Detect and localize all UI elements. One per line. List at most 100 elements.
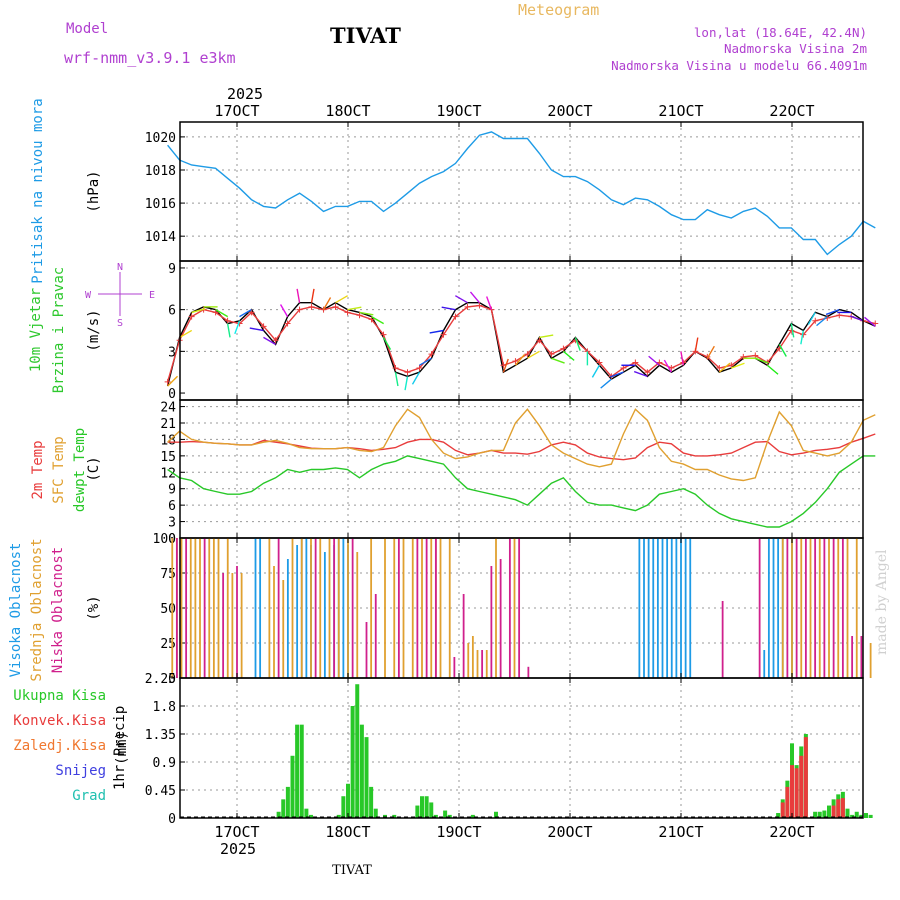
gust-marker-16 (356, 312, 363, 319)
precip-bar-0-16 (373, 808, 378, 818)
ytick-label-clouds-1: 25 (160, 637, 176, 652)
unit-label-temperature: (C) (86, 456, 102, 481)
precip-bar-0-14 (364, 737, 369, 818)
precip-legend-3: Snijeg (55, 763, 106, 779)
wind-arrow-25 (454, 295, 468, 304)
compass-1: S (117, 318, 123, 329)
precip-bar-0-5 (299, 724, 304, 818)
precip-bar-1-6 (831, 805, 836, 818)
series-temperature-2 (167, 455, 876, 528)
wind-arrow-38 (609, 371, 624, 378)
gust-marker-13 (320, 306, 327, 313)
wind-arrow-26 (469, 291, 480, 304)
wind-arrow-1 (179, 329, 193, 339)
panel-temperature: 03691215182124(C) (86, 399, 876, 547)
precip-bar-0-8 (336, 814, 341, 818)
day-label-bottom-0: 17OCT (214, 823, 259, 841)
ytick-label-pressure-2: 1018 (145, 164, 176, 179)
precip-bar-0-24 (443, 810, 448, 818)
wind-arrow-22 (419, 357, 432, 366)
elev-label-1: Nadmorska Visina 2m (724, 41, 867, 56)
panel-clouds: 0 25 50 75 100 (%) (86, 532, 872, 687)
day-label-top-3: 20OCT (547, 102, 592, 120)
gust-marker-24 (452, 313, 459, 320)
wind-arrow-34 (574, 337, 581, 351)
panel-frame-temperature (179, 399, 864, 539)
wind-arrow-40 (633, 370, 648, 378)
precip-bar-0-11 (350, 706, 355, 818)
wind-arrow-8 (249, 327, 264, 332)
gust-marker-2 (188, 313, 195, 320)
product-title: Meteogram (518, 1, 599, 19)
unit-label-precip: (mm) (114, 731, 130, 765)
gust-marker-26 (476, 302, 483, 309)
precip-bar-0-21 (424, 796, 429, 818)
day-label-top-2: 19OCT (436, 102, 481, 120)
ytick-label-temperature-4: 12 (160, 466, 176, 481)
gust-marker-49 (752, 352, 759, 359)
wind-arrow-33 (562, 350, 575, 361)
panel-wind: 0 3 6 9 (m/s) (86, 260, 879, 402)
wind-arrow-30 (527, 350, 540, 359)
wind-arrow-44 (694, 337, 699, 352)
wind-arrow-59 (864, 316, 876, 327)
precip-bar-0-0 (276, 811, 281, 818)
precip-bar-0-44 (854, 811, 859, 818)
wind-arrow-46 (718, 362, 731, 373)
precip-bar-0-27 (494, 811, 498, 818)
panel-frame-pressure (179, 121, 864, 262)
wind-arrow-52 (790, 323, 795, 338)
precip-bar-0-23 (433, 814, 438, 818)
gust-marker-38 (620, 365, 627, 372)
precip-legend-0: Ukupna Kisa (13, 688, 106, 704)
panel-precip: 0 0.45 0.9 1.35 1.8 2.25 (mm) (114, 672, 873, 827)
day-label-bottom-2: 19OCT (436, 823, 481, 841)
precip-bar-1-7 (836, 799, 841, 818)
gust-marker-39 (632, 359, 639, 366)
ytick-label-temperature-3: 9 (168, 483, 176, 498)
precip-legend-2: Zaledj.Kisa (13, 738, 106, 754)
unit-label-clouds: (%) (86, 595, 102, 620)
day-label-top-5: 22OCT (769, 102, 814, 120)
wind-arrow-56 (825, 308, 840, 316)
pressure-title: Pritisak na nivou mora (30, 98, 46, 283)
wind-arrow-14 (335, 295, 349, 304)
precip-bar-0-13 (359, 724, 364, 818)
gust-marker-47 (728, 362, 735, 369)
day-label-bottom-4: 21OCT (658, 823, 703, 841)
precip-bar-0-17 (383, 814, 387, 818)
precip-bar-0-47 (868, 814, 873, 818)
cloud-title-2: Niska Oblacnost (50, 547, 66, 673)
unit-label-wind: (m/s) (86, 309, 102, 351)
precip-bar-0-20 (420, 796, 424, 818)
gust-marker-54 (812, 317, 819, 324)
precip-bar-0-22 (429, 802, 434, 818)
day-label-bottom-1: 18OCT (325, 823, 370, 841)
precip-bar-0-35 (813, 811, 818, 818)
gust-marker-9 (272, 337, 279, 344)
panel-frame-precip (179, 677, 864, 819)
gust-marker-25 (464, 303, 471, 310)
gust-marker-40 (644, 369, 651, 376)
wind-arrow-50 (766, 364, 779, 375)
precip-bar-0-45 (859, 814, 864, 818)
wind-arrow-29 (514, 354, 525, 366)
wind-arrow-5 (226, 323, 231, 338)
day-label-top-4: 21OCT (658, 102, 703, 120)
wind-arrow-15 (347, 306, 362, 311)
ytick-label-precip-5: 2.25 (145, 672, 176, 687)
wind-title-1: 10m Vjetar (28, 288, 44, 372)
precip-bar-1-3 (794, 768, 799, 818)
ytick-label-wind-2: 6 (168, 304, 176, 319)
wind-arrow-7 (239, 309, 252, 318)
precip-legend-4: Grad (72, 788, 106, 804)
panel-pressure: 1014 1016 1018 1020 (hPa) (86, 121, 876, 262)
wind-arrow-55 (816, 316, 828, 327)
day-label-top-1: 18OCT (325, 102, 370, 120)
gust-marker-30 (524, 351, 531, 358)
top-year: 2025 (227, 85, 263, 103)
wind-arrow-53 (800, 330, 804, 345)
precip-bar-0-25 (447, 814, 452, 818)
precip-bar-1-2 (790, 765, 794, 818)
